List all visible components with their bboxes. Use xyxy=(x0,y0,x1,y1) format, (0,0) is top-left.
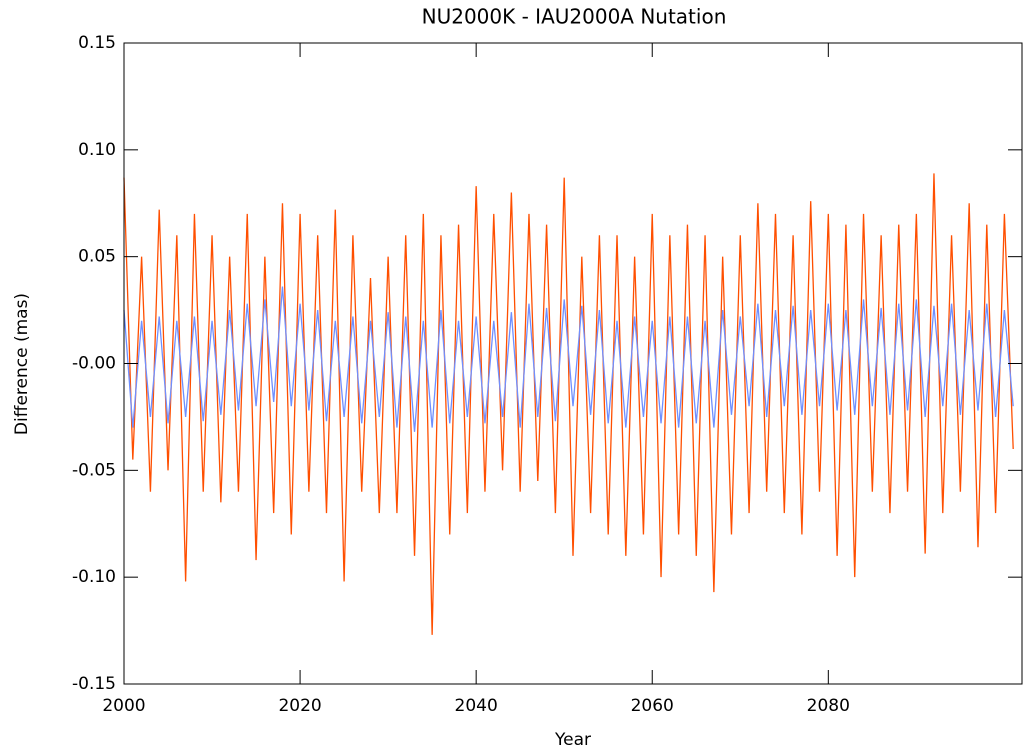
chart-title: NU2000K - IAU2000A Nutation xyxy=(422,5,727,29)
y-tick-label: 0.05 xyxy=(78,247,116,267)
y-tick-label: 0.10 xyxy=(78,140,116,160)
x-tick-label: 2020 xyxy=(278,696,321,716)
plot-frame xyxy=(123,42,1023,685)
x-tick-label: 2040 xyxy=(455,696,498,716)
x-tick-label: 2080 xyxy=(807,696,850,716)
y-tick-label: -0.05 xyxy=(72,460,116,480)
x-tick-label: 2060 xyxy=(631,696,674,716)
x-axis-label: Year xyxy=(554,730,591,750)
y-tick-label: 0.15 xyxy=(78,33,116,53)
y-tick-label: -0.10 xyxy=(72,567,116,587)
data-line xyxy=(123,173,1014,635)
y-tick-label: -0.15 xyxy=(72,674,116,694)
x-tick-label: 2000 xyxy=(102,696,145,716)
data-line xyxy=(123,286,1014,432)
y-axis-label: Difference (mas) xyxy=(12,293,32,435)
y-tick-label: -0.00 xyxy=(72,354,116,374)
